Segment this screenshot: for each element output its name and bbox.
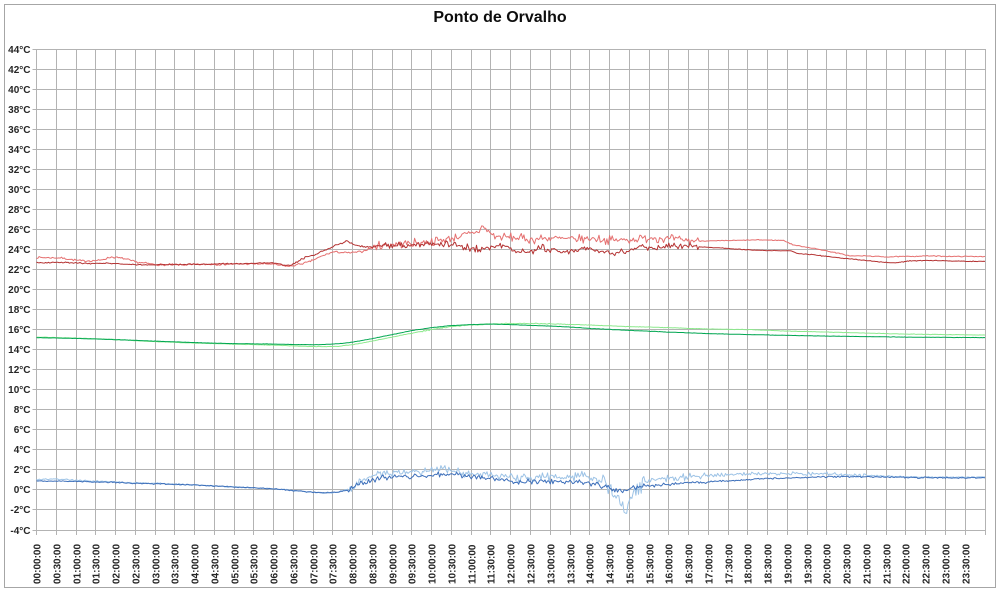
y-axis-tick-label: 44°C (8, 45, 30, 56)
x-axis-tick-label: 10:30:00 (448, 544, 459, 584)
x-axis-tick-label: 21:30:00 (883, 544, 894, 584)
y-axis-tick-label: 20°C (8, 285, 30, 296)
y-axis-tick-label: 0°C (14, 485, 31, 496)
y-axis-tick-label: -4°C (10, 526, 30, 537)
x-axis-tick-label: 20:00:00 (823, 544, 834, 584)
x-axis-tick-label: 09:30:00 (408, 544, 419, 584)
y-axis-tick-label: 36°C (8, 125, 30, 136)
x-axis-tick-label: 05:00:00 (231, 544, 242, 584)
x-axis-tick-label: 00:30:00 (53, 544, 64, 584)
y-axis-tick-label: 22°C (8, 265, 30, 276)
x-axis-tick-label: 05:30:00 (250, 544, 261, 584)
x-axis-tick-label: 16:30:00 (685, 544, 696, 584)
x-axis-tick-label: 15:00:00 (626, 544, 637, 584)
x-axis-tick-label: 21:00:00 (863, 544, 874, 584)
series-green-dark (36, 323, 986, 346)
chart-frame (4, 4, 996, 588)
y-axis-tick-label: 24°C (8, 245, 30, 256)
x-axis-tick-label: 01:00:00 (73, 544, 84, 584)
x-axis-tick-label: 22:00:00 (902, 544, 913, 584)
x-axis-tick-label: 16:00:00 (665, 544, 676, 584)
x-axis-tick-label: 00:00:00 (33, 544, 44, 584)
y-axis-tick-label: 4°C (14, 445, 31, 456)
x-axis-tick-label: 17:30:00 (725, 544, 736, 584)
y-axis-tick-label: 26°C (8, 225, 30, 236)
y-axis-tick-label: 18°C (8, 305, 30, 316)
x-axis-tick-label: 22:30:00 (922, 544, 933, 584)
x-axis-tick-label: 17:00:00 (705, 544, 716, 584)
y-axis-tick-label: 38°C (8, 105, 30, 116)
series-red-dark (36, 240, 986, 266)
x-axis-tick-label: 15:30:00 (646, 544, 657, 584)
y-axis-tick-label: 16°C (8, 325, 30, 336)
x-axis-tick-label: 08:00:00 (349, 544, 360, 584)
x-axis-tick-label: 03:00:00 (152, 544, 163, 584)
x-axis-tick-label: 06:30:00 (290, 544, 301, 584)
x-axis-tick-label: 01:30:00 (92, 544, 103, 584)
y-axis-tick-label: 42°C (8, 65, 30, 76)
x-axis-tick-label: 07:00:00 (310, 544, 321, 584)
x-axis-tick-label: 19:00:00 (784, 544, 795, 584)
x-axis-tick-label: 07:30:00 (329, 544, 340, 584)
x-axis-tick-label: 12:30:00 (527, 544, 538, 584)
x-axis-tick-label: 02:30:00 (132, 544, 143, 584)
x-axis-tick-label: 09:00:00 (389, 544, 400, 584)
x-axis-tick-label: 11:30:00 (487, 544, 498, 584)
x-axis-tick-label: 14:30:00 (606, 544, 617, 584)
y-axis-tick-label: 2°C (14, 465, 31, 476)
x-axis-tick-label: 14:00:00 (586, 544, 597, 584)
x-axis-tick-label: 18:30:00 (764, 544, 775, 584)
y-axis-tick-label: 32°C (8, 165, 30, 176)
x-axis-tick-label: 23:30:00 (962, 544, 973, 584)
y-axis-tick-label: 28°C (8, 205, 30, 216)
y-axis-tick-label: 6°C (14, 425, 31, 436)
y-axis-tick-label: 12°C (8, 365, 30, 376)
x-axis-tick-label: 13:00:00 (547, 544, 558, 584)
x-axis-tick-label: 20:30:00 (843, 544, 854, 584)
x-axis-tick-label: 19:30:00 (804, 544, 815, 584)
x-axis-tick-label: 13:30:00 (567, 544, 578, 584)
x-axis-tick-label: 10:00:00 (428, 544, 439, 584)
y-axis-tick-label: 14°C (8, 345, 30, 356)
x-axis-tick-label: 04:00:00 (191, 544, 202, 584)
x-axis-tick-label: 03:30:00 (171, 544, 182, 584)
x-axis-tick-label: 11:00:00 (468, 544, 479, 584)
x-axis-tick-label: 08:30:00 (369, 544, 380, 584)
y-axis-tick-label: 30°C (8, 185, 30, 196)
x-axis-tick-label: 02:00:00 (112, 544, 123, 584)
x-axis-tick-label: 18:00:00 (744, 544, 755, 584)
chart-title: Ponto de Orvalho (433, 9, 567, 26)
x-axis-tick-label: 12:00:00 (507, 544, 518, 584)
y-axis-tick-label: 10°C (8, 385, 30, 396)
y-axis-tick-label: 34°C (8, 145, 30, 156)
x-axis-tick-label: 04:30:00 (211, 544, 222, 584)
y-axis-tick-label: -2°C (10, 505, 30, 516)
series-blue-dark (36, 471, 986, 494)
x-axis-tick-label: 23:00:00 (942, 544, 953, 584)
x-axis-tick-label: 06:00:00 (270, 544, 281, 584)
series-red-light (36, 225, 986, 267)
y-axis-tick-label: 40°C (8, 85, 30, 96)
y-axis-tick-label: 8°C (14, 405, 31, 416)
